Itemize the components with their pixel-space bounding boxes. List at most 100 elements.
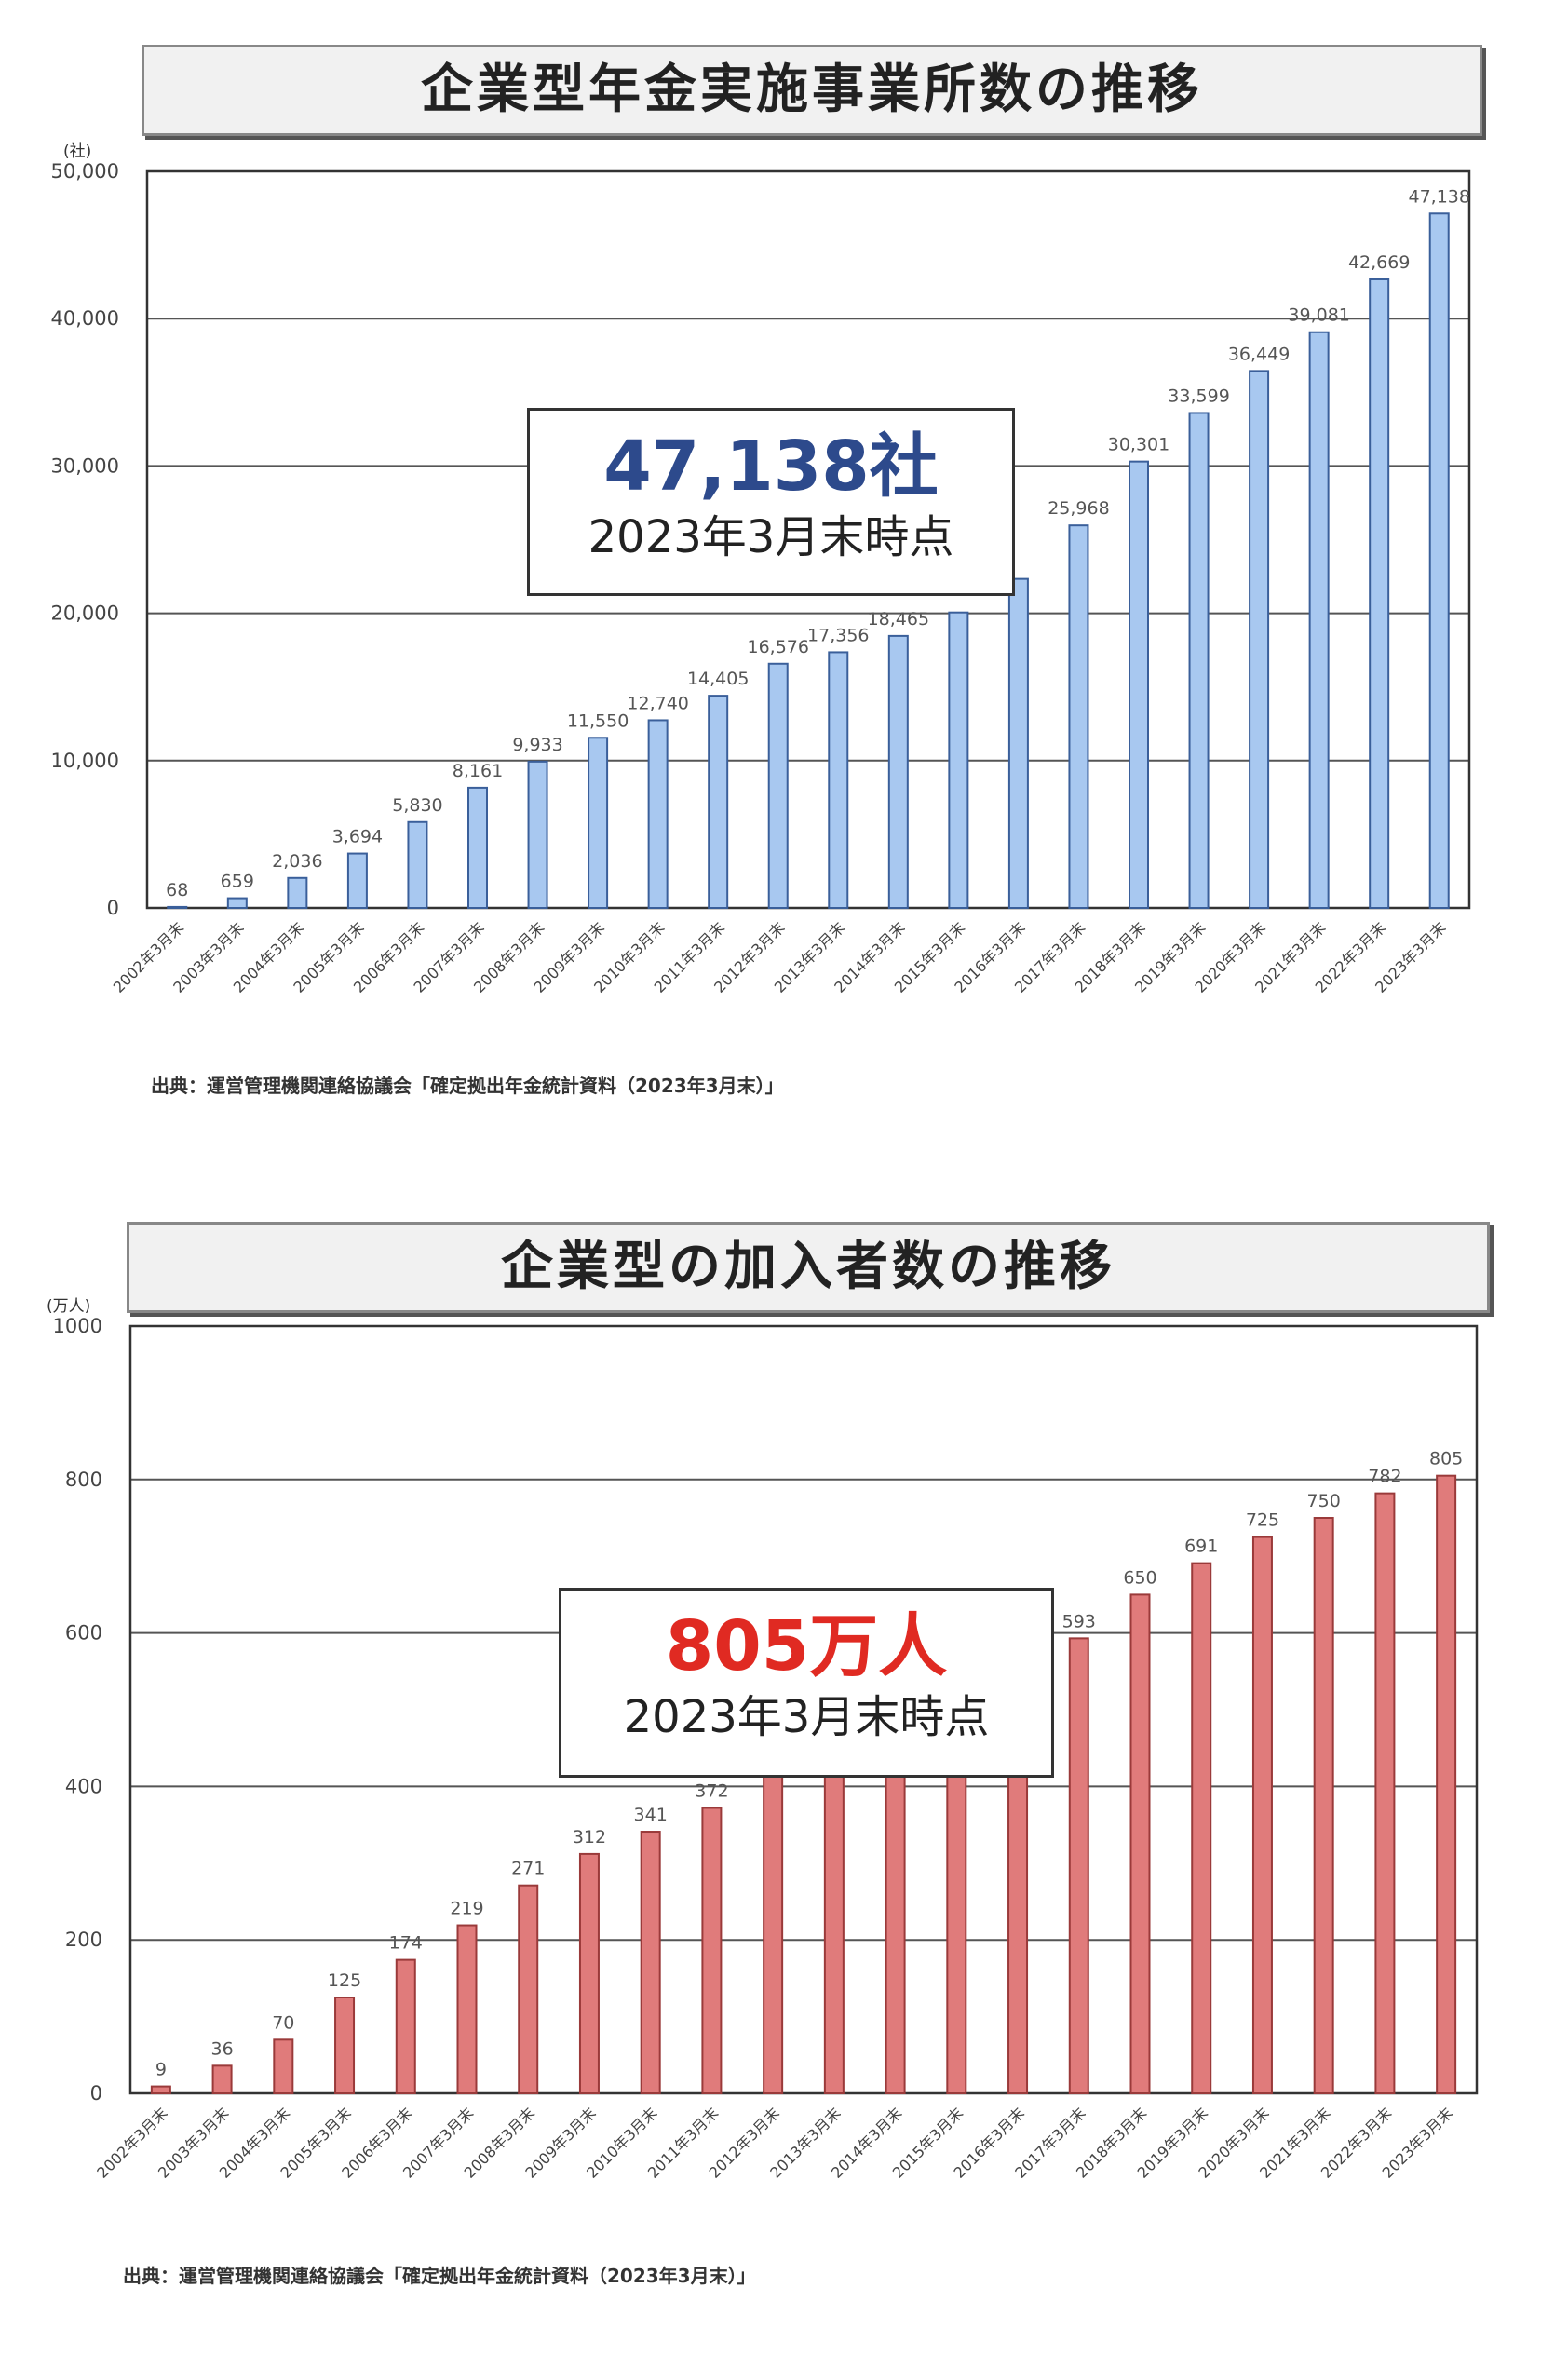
chart2-value-label: 691 [1184,1536,1218,1557]
chart2-bar [211,2064,233,2094]
chart1-bar [287,876,308,909]
chart1-bar [1369,278,1390,909]
chart1-ytick-label: 30,000 [51,454,119,477]
chart2-value-label: 725 [1246,1510,1279,1531]
chart2-bar [578,1852,600,2094]
chart2-value-label: 650 [1123,1567,1156,1588]
chart1-value-label: 42,669 [1348,252,1410,273]
chart2-value-label: 70 [272,2012,294,2033]
chart1-bar [708,695,729,910]
chart2-bar [273,2038,294,2095]
chart1-value-label: 30,301 [1108,435,1169,455]
chart2-ytick-label: 400 [65,1775,102,1797]
chart1-bar [1188,412,1210,909]
chart1-plot: (社)010,00020,00030,00040,00050,000682002… [51,142,1471,996]
chart2-callout-value: 805万人 [665,1606,948,1686]
chart1-bar [828,651,849,910]
chart1-value-label: 47,138 [1408,186,1469,207]
chart2-frame [128,1324,1479,2095]
chart2-value-label: 174 [389,1933,423,1954]
chart1-value-label: 11,550 [567,711,629,731]
chart2-bar [1068,1637,1089,2094]
chart1-value-label: 36,449 [1228,344,1290,364]
chart1-ytick-label: 0 [107,897,119,919]
chart2-callout: 805万人 2023年3月末時点 [559,1588,1054,1778]
chart2-bar [334,1997,356,2094]
chart2-bar [1251,1536,1273,2095]
chart2-value-label: 805 [1429,1449,1463,1469]
chart1-bar [767,662,789,910]
chart1-title: 企業型年金実施事業所数の推移 [142,45,1482,136]
chart2-ytick-label: 0 [90,2082,102,2105]
chart2-bar [150,2085,171,2094]
chart2-bar [1191,1562,1212,2094]
chart1-bar [527,760,548,909]
chart1-bar [1308,331,1330,909]
chart1-bar [1249,370,1270,909]
chart1-bar [1068,524,1089,909]
chart1-value-label: 12,740 [627,693,688,713]
chart1-bar [647,719,669,909]
chart1-callout-date: 2023年3月末時点 [588,511,954,563]
chart1-value-label: 3,694 [332,827,383,847]
chart1-callout-value: 47,138社 [603,426,939,507]
chart2-value-label: 372 [695,1780,728,1801]
chart2-value-label: 9 [155,2060,167,2080]
chart1-bar [948,611,969,909]
chart1-value-label: 17,356 [807,625,869,645]
chart2-bar [823,1736,845,2094]
chart2-bar [701,1807,723,2094]
chart2-source: 出典：運営管理機関連絡協議会「確定拠出年金統計資料（2023年3月末）」 [123,2265,756,2287]
chart2-value-label: 593 [1062,1611,1096,1631]
chart2-ytick-label: 200 [65,1929,102,1951]
chart2-plot: (万人)0200400600800100092002年3月末362003年3月末… [47,1297,1479,2182]
chart1-value-label: 14,405 [687,669,749,689]
chart1-ytick-label: 40,000 [51,307,119,330]
chart2-value-label: 341 [634,1805,668,1825]
chart2-value-label: 125 [328,1970,361,1991]
chart2-bar [1313,1517,1334,2094]
chart1-bar [1007,577,1029,909]
chart2-ytick-label: 600 [65,1622,102,1645]
chart1-value-label: 25,968 [1048,498,1109,519]
chart1-value-label: 18,465 [868,609,929,629]
chart1-value-label: 68 [166,880,188,900]
chart2-value-label: 219 [450,1899,483,1919]
chart1-value-label: 2,036 [272,851,322,872]
chart2-bar [518,1884,539,2094]
chart2-bar [640,1831,661,2094]
chart1-ytick-label: 50,000 [51,160,119,183]
chart2-bar [456,1924,478,2094]
chart1-value-label: 39,081 [1288,305,1349,326]
chart1-bar [1129,460,1149,909]
chart1-bar [467,786,488,910]
chart2-bar [1436,1474,1457,2094]
chart2-value-label: 271 [511,1859,545,1879]
chart1-bar [407,820,428,910]
chart2-value-label: 36 [210,2038,233,2059]
chart1-callout: 47,138社 2023年3月末時点 [527,408,1015,596]
chart1-value-label: 33,599 [1168,386,1229,406]
chart1-frame [145,169,1471,910]
chart2-value-label: 782 [1368,1467,1401,1487]
chart1-value-label: 9,933 [512,735,562,755]
chart2-bar [395,1958,416,2095]
chart1-bar [887,634,909,910]
chart2-bar [763,1768,784,2094]
chart1-value-label: 16,576 [747,637,808,657]
chart2-title: 企業型の加入者数の推移 [127,1222,1490,1313]
chart1-bar [346,852,368,909]
chart1-bar [226,897,248,910]
chart2-bar [1129,1593,1151,2094]
chart2-bar [1374,1492,1396,2094]
chart2-ytick-label: 1000 [53,1315,102,1337]
chart1-value-label: 8,161 [453,761,503,781]
chart2-unit-label: (万人) [47,1297,90,1316]
chart2-value-label: 312 [573,1827,606,1848]
chart1-bar [167,905,188,910]
chart1-ytick-label: 20,000 [51,602,119,625]
chart2-value-label: 750 [1307,1491,1341,1511]
chart1-unit-label: (社) [63,142,91,161]
chart2-ytick-label: 800 [65,1469,102,1491]
chart2-callout-date: 2023年3月末時点 [623,1691,990,1743]
